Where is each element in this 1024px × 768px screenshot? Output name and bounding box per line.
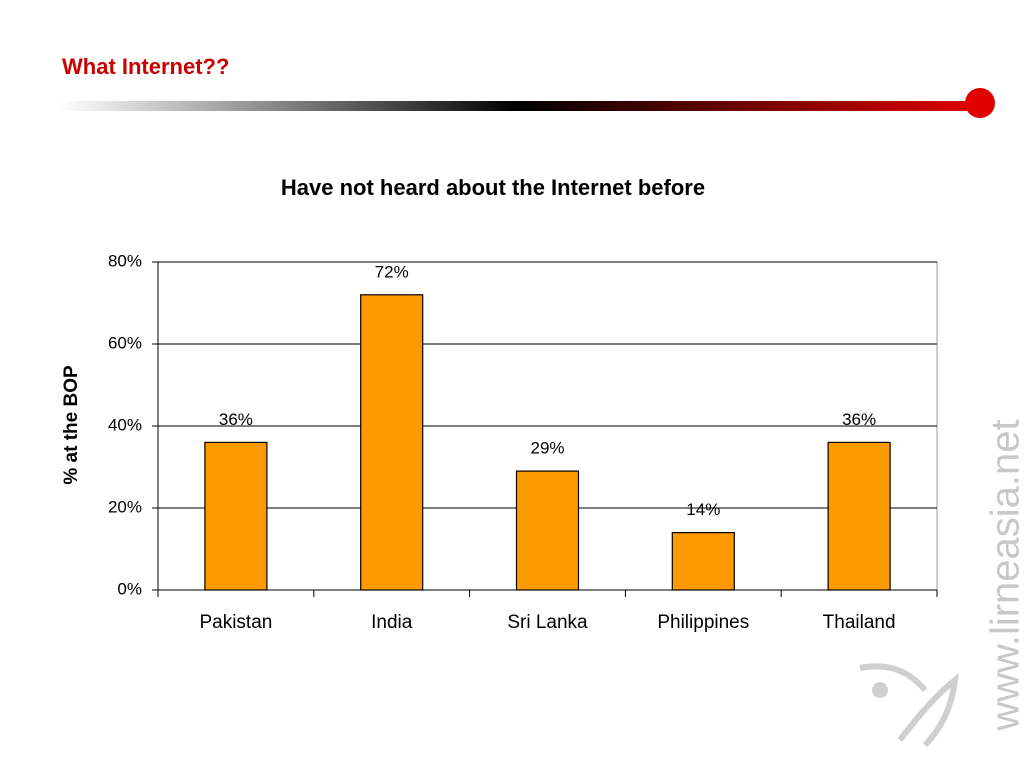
slide-title: What Internet?? [62, 54, 229, 79]
data-label: 14% [686, 500, 720, 519]
y-tick-label: 60% [108, 333, 142, 352]
y-tick-label: 0% [117, 579, 142, 598]
bar [204, 441, 268, 591]
data-label: 29% [530, 439, 564, 458]
logo [859, 663, 959, 748]
y-tick-label: 20% [108, 497, 142, 516]
data-label: 72% [375, 262, 409, 281]
y-tick-label: 40% [108, 415, 142, 434]
logo-stroke [859, 663, 928, 692]
bar [360, 294, 424, 591]
title-rule [60, 101, 975, 111]
x-tick-label: Pakistan [199, 612, 272, 633]
bar [515, 470, 580, 591]
x-tick-label: Sri Lanka [507, 612, 588, 633]
x-tick-label: India [371, 612, 413, 633]
y-axis-label: % at the BOP [61, 365, 82, 485]
data-label: 36% [842, 410, 876, 429]
data-label: 36% [219, 410, 253, 429]
watermark: www.lirneasia.net [984, 419, 1024, 731]
bar [827, 441, 891, 591]
x-tick-label: Thailand [823, 612, 896, 633]
logo-stroke [897, 673, 959, 748]
bar [671, 531, 735, 591]
logo-dot [872, 682, 888, 698]
x-tick-label: Philippines [657, 612, 749, 633]
chart-title: Have not heard about the Internet before [281, 175, 705, 200]
rule-dot [965, 88, 995, 118]
y-tick-label: 80% [108, 251, 142, 270]
